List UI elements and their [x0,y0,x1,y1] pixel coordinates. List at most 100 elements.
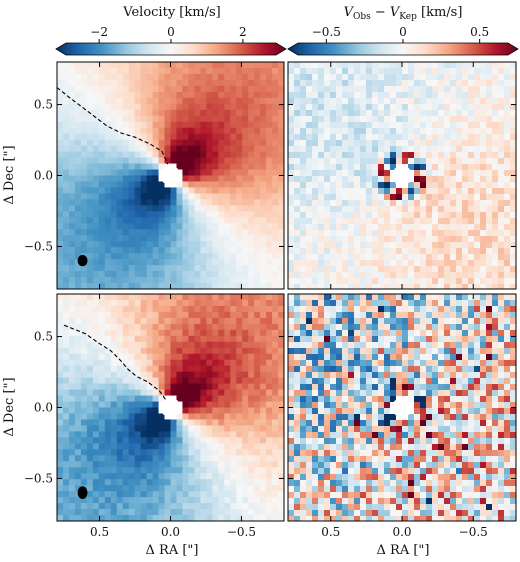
heatmap-cell [354,360,361,367]
heatmap-cell [158,103,166,111]
heatmap-cell [80,341,88,349]
heatmap-cell [432,230,439,237]
heatmap-cell [110,389,118,397]
heatmap-cell [158,277,166,284]
heatmap-cell [110,335,118,343]
heatmap-cell [384,194,391,201]
heatmap-cell [134,223,142,230]
heatmap-cell [224,193,231,200]
heatmap-cell [266,211,273,218]
heatmap-cell [426,242,433,249]
heatmap-cell [68,419,76,427]
heatmap-cell [212,283,219,289]
heatmap-cell [152,265,160,272]
heatmap-cell [200,485,207,492]
heatmap-cell [372,176,379,183]
heatmap-cell [62,389,70,397]
heatmap-cell [194,223,201,230]
heatmap-cell [242,121,249,129]
heatmap-cell [342,200,349,207]
heatmap-cell [486,324,493,331]
heatmap-cell [236,241,243,248]
heatmap-cell [378,194,385,201]
heatmap-cell [492,80,499,87]
heatmap-cell [330,200,337,207]
heatmap-cell [288,164,295,171]
heatmap-cell [348,212,355,219]
heatmap-cell [288,354,295,361]
heatmap-cell [248,247,255,254]
heatmap-cell [110,425,118,432]
heatmap-cell [336,68,343,75]
heatmap-cell [504,236,511,243]
heatmap-cell [420,260,427,267]
heatmap-cell [170,347,178,355]
heatmap-cell [306,336,313,343]
heatmap-cell [152,365,160,373]
heatmap-cell [438,312,445,319]
heatmap-cell [206,323,213,331]
heatmap-cell [426,176,433,183]
heatmap-cell [272,79,279,87]
heatmap-cell [212,163,219,171]
heatmap-cell [92,127,100,135]
heatmap-cell [260,145,267,153]
heatmap-cell [288,62,295,69]
heatmap-cell [104,383,112,391]
heatmap-cell [92,91,100,99]
heatmap-cell [450,116,457,123]
heatmap-cell [68,235,76,242]
heatmap-cell [242,145,249,153]
heatmap-cell [272,271,279,278]
heatmap-cell [176,79,184,87]
heatmap-cell [504,278,511,285]
heatmap-cell [104,389,112,397]
heatmap-cell [272,145,279,153]
heatmap-cell [360,260,367,267]
heatmap-cell [236,467,243,474]
heatmap-cell [336,140,343,147]
heatmap-cell [372,248,379,255]
heatmap-cell [164,151,172,159]
heatmap-cell [480,110,487,117]
heatmap-cell [57,157,64,165]
heatmap-cell [86,79,94,87]
heatmap-cell [68,265,76,272]
heatmap-cell [188,181,195,189]
heatmap-cell [278,109,284,117]
heatmap-cell [312,206,319,213]
heatmap-cell [372,188,379,195]
heatmap-cell [306,342,313,349]
heatmap-cell [324,98,331,105]
heatmap-cell [438,62,445,69]
heatmap-cell [384,366,391,373]
heatmap-cell [248,139,255,147]
heatmap-cell [170,515,178,521]
heatmap-cell [354,372,361,379]
heatmap-cell [474,300,481,307]
heatmap-cell [378,360,385,367]
heatmap-cell [104,497,112,504]
heatmap-cell [188,359,195,367]
heatmap-cell [260,377,267,385]
heatmap-cell [98,449,106,456]
heatmap-cell [450,164,457,171]
heatmap-cell [182,73,190,81]
heatmap-cell [260,271,267,278]
heatmap-cell [248,311,255,319]
heatmap-cell [224,461,231,468]
heatmap-cell [354,206,361,213]
heatmap-cell [272,455,279,462]
heatmap-cell [158,425,166,432]
heatmap-cell [86,455,94,462]
heatmap-cell [306,260,313,267]
heatmap-cell [260,277,267,284]
heatmap-cell [134,133,142,141]
heatmap-cell [306,284,313,289]
heatmap-cell [318,194,325,201]
heatmap-cell [194,431,201,438]
heatmap-cell [510,188,516,195]
heatmap-cell [354,62,361,69]
heatmap-cell [128,79,136,87]
heatmap-cell [188,115,195,123]
